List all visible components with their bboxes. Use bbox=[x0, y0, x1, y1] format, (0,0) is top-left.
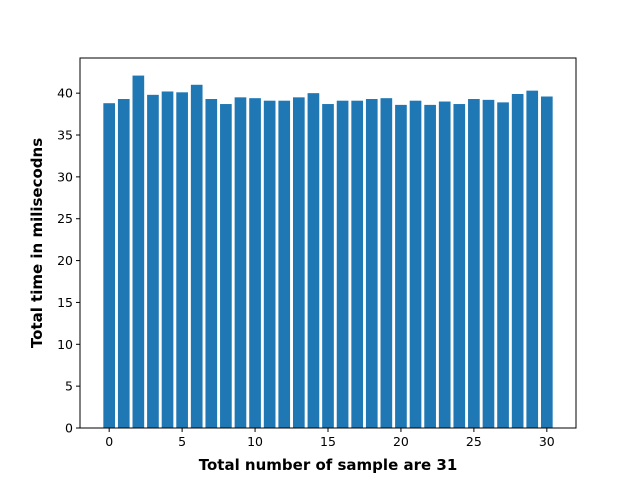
x-tick-label-25: 25 bbox=[466, 434, 482, 449]
bar-16 bbox=[336, 100, 349, 428]
x-tick-label-5: 5 bbox=[178, 434, 186, 449]
bar-8 bbox=[220, 104, 232, 429]
bar-23 bbox=[438, 101, 451, 428]
x-tick-label-15: 15 bbox=[320, 434, 336, 449]
bar-24 bbox=[453, 104, 466, 429]
bar-5 bbox=[176, 92, 188, 429]
bar-21 bbox=[409, 100, 422, 428]
x-tick-label-0: 0 bbox=[105, 434, 113, 449]
bar-17 bbox=[351, 100, 364, 428]
y-tick-label-30: 30 bbox=[57, 169, 73, 184]
bar-13 bbox=[292, 97, 305, 428]
y-tick-label-35: 35 bbox=[57, 128, 73, 143]
bar-10 bbox=[249, 98, 261, 428]
bar-18 bbox=[365, 99, 378, 428]
bars-group bbox=[103, 75, 553, 429]
bar-27 bbox=[497, 102, 509, 428]
bar-7 bbox=[205, 99, 218, 428]
y-tick-label-20: 20 bbox=[57, 253, 73, 268]
y-tick-label-15: 15 bbox=[57, 295, 73, 310]
bar-11 bbox=[263, 100, 276, 428]
bar-4 bbox=[161, 91, 174, 428]
bar-28 bbox=[511, 93, 524, 428]
bar-14 bbox=[307, 93, 320, 428]
y-tick-label-10: 10 bbox=[57, 337, 73, 352]
y-tick-label-25: 25 bbox=[57, 211, 73, 226]
y-axis-title: Total time in milisecodns bbox=[28, 138, 46, 348]
bar-20 bbox=[395, 104, 407, 428]
y-tick-label-40: 40 bbox=[57, 86, 73, 101]
bar-30 bbox=[540, 96, 553, 429]
bar-26 bbox=[482, 99, 495, 429]
x-axis-ticks: 0 5 10 15 20 25 30 bbox=[105, 428, 555, 449]
bar-3 bbox=[147, 94, 159, 428]
bar-0 bbox=[103, 103, 116, 429]
bar-1 bbox=[117, 99, 130, 428]
bar-15 bbox=[322, 104, 334, 429]
bar-19 bbox=[380, 98, 393, 428]
x-tick-label-10: 10 bbox=[247, 434, 263, 449]
bar-25 bbox=[468, 99, 480, 428]
y-tick-label-0: 0 bbox=[65, 421, 73, 436]
y-axis-ticks: 0 5 10 15 20 25 30 35 40 bbox=[57, 86, 80, 436]
bar-9 bbox=[234, 97, 247, 428]
x-axis-title: Total number of sample are 31 bbox=[199, 456, 458, 474]
bar-2 bbox=[132, 75, 145, 428]
bar-22 bbox=[424, 104, 436, 428]
bar-6 bbox=[190, 84, 203, 429]
bar-12 bbox=[278, 100, 291, 428]
x-tick-label-30: 30 bbox=[539, 434, 555, 449]
x-tick-label-20: 20 bbox=[393, 434, 409, 449]
bar-29 bbox=[526, 90, 539, 428]
y-tick-label-5: 5 bbox=[65, 379, 73, 394]
